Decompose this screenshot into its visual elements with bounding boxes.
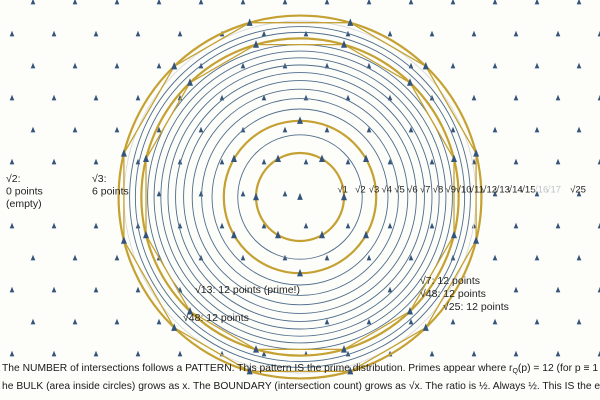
svg-text:The NUMBER of intersections fo: The NUMBER of intersections follows a PA…: [2, 363, 600, 375]
svg-text:√1: √1: [337, 185, 348, 196]
svg-text:√17: √17: [545, 185, 561, 196]
svg-text:√2: √2: [355, 185, 366, 196]
svg-text:√3:: √3:: [92, 173, 107, 185]
svg-text:he BULK (area inside circles): he BULK (area inside circles) grows as x…: [2, 380, 600, 392]
svg-text:6 points: 6 points: [92, 186, 129, 198]
svg-text:√13: 12 points (prime!): √13: 12 points (prime!): [195, 284, 300, 296]
svg-text:√6: √6: [407, 185, 418, 196]
svg-text:√9: √9: [446, 185, 457, 196]
svg-text:(empty): (empty): [6, 198, 42, 210]
svg-text:√2:: √2:: [6, 173, 21, 185]
svg-text:√8: √8: [433, 185, 444, 196]
svg-text:√48: 12 points: √48: 12 points: [183, 312, 249, 324]
svg-text:√3: √3: [369, 185, 380, 196]
svg-text:√7: 12 points: √7: 12 points: [420, 275, 480, 287]
svg-text:√25: √25: [570, 185, 586, 196]
svg-text:√5: √5: [394, 185, 405, 196]
svg-text:√48: 12 points: √48: 12 points: [420, 288, 486, 300]
svg-text:√7: √7: [420, 185, 431, 196]
svg-text:0 points: 0 points: [6, 186, 43, 198]
svg-text:√4: √4: [382, 185, 393, 196]
svg-text:√25: 12 points: √25: 12 points: [443, 301, 509, 313]
